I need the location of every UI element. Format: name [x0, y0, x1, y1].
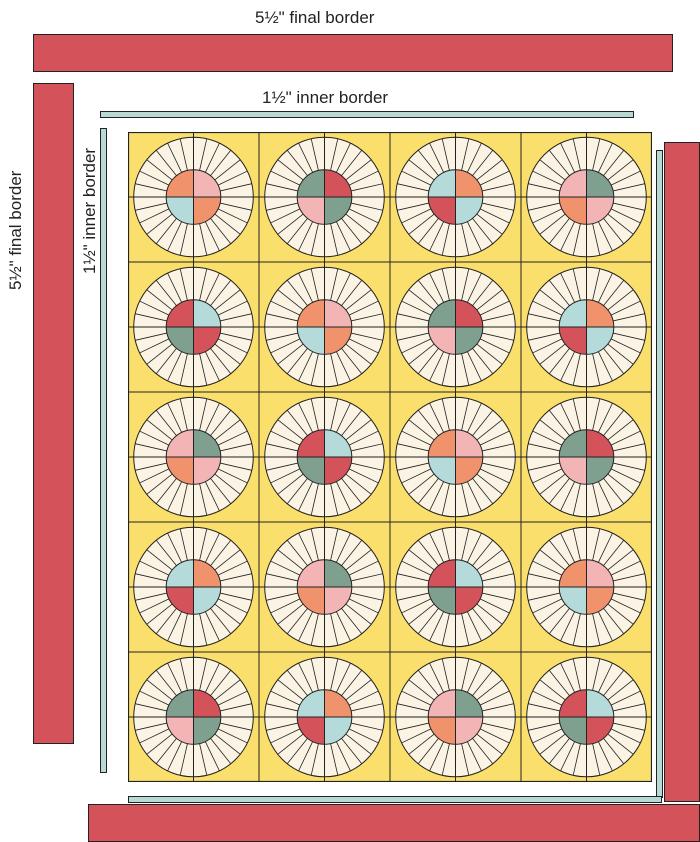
- quilt-block: [258, 586, 325, 653]
- quilt-block: [586, 261, 652, 328]
- quilt-block: [389, 326, 456, 393]
- top-final-border-label: 5½" final border: [255, 8, 375, 27]
- quilt-block: [258, 326, 325, 393]
- quilt-block: [586, 521, 652, 588]
- quilt-block: [586, 132, 652, 198]
- right-final-border-strip: [664, 142, 700, 802]
- quilt-block: [324, 586, 391, 653]
- quilt-block: [193, 326, 260, 393]
- quilt-block: [520, 651, 587, 718]
- quilt-block: [520, 196, 587, 263]
- quilt-block: [455, 196, 522, 263]
- top-inner-border-strip: [100, 111, 634, 118]
- quilt-block: [128, 196, 194, 263]
- quilt-block: [193, 586, 260, 653]
- quilt-outline: [128, 132, 652, 782]
- quilt-block: [258, 132, 325, 198]
- quilt-block: [258, 456, 325, 523]
- quilt-block: [324, 456, 391, 523]
- quilt-block: [258, 261, 325, 328]
- quilt-block: [128, 651, 194, 718]
- quilt-block: [586, 196, 652, 263]
- quilt-block: [389, 456, 456, 523]
- quilt-block: [520, 521, 587, 588]
- quilt-block: [520, 326, 587, 393]
- quilt-block: [455, 651, 522, 718]
- quilt-block: [455, 261, 522, 328]
- top-inner-border-label: 1½" inner border: [262, 88, 389, 107]
- quilt-block: [324, 391, 391, 458]
- quilt-block: [389, 261, 456, 328]
- quilt-block: [128, 456, 194, 523]
- quilt-block: [455, 456, 522, 523]
- quilt-block: [520, 391, 587, 458]
- quilt-block: [389, 716, 456, 782]
- quilt-block: [193, 521, 260, 588]
- quilt-block: [193, 132, 260, 198]
- quilt-block: [128, 391, 194, 458]
- quilt-block: [258, 391, 325, 458]
- quilt-block: [389, 521, 456, 588]
- quilt-block: [455, 391, 522, 458]
- quilt-block: [324, 132, 391, 198]
- quilt-block: [324, 716, 391, 782]
- quilt-block: [586, 586, 652, 653]
- quilt-block: [520, 716, 587, 782]
- quilt-block: [128, 326, 194, 393]
- quilt-block: [520, 456, 587, 523]
- quilt-block: [389, 586, 456, 653]
- quilt-block: [586, 716, 652, 782]
- quilt-block: [193, 716, 260, 782]
- left-inner-border-label: 1½" inner border: [80, 147, 99, 274]
- quilt-block: [520, 132, 587, 198]
- quilt-block: [258, 651, 325, 718]
- quilt-block: [258, 716, 325, 782]
- quilt-block: [193, 651, 260, 718]
- left-final-border-strip: [33, 83, 74, 744]
- left-final-border-label: 5½" final border: [6, 170, 25, 290]
- quilt-block: [586, 326, 652, 393]
- quilt-block: [520, 586, 587, 653]
- quilt-block: [324, 326, 391, 393]
- quilt-block: [586, 456, 652, 523]
- quilt-block: [193, 261, 260, 328]
- quilt-block: [324, 196, 391, 263]
- right-inner-border-strip: [656, 150, 663, 798]
- quilt-block: [520, 261, 587, 328]
- quilt-block: [586, 391, 652, 458]
- quilt-block: [455, 132, 522, 198]
- quilt-block: [389, 196, 456, 263]
- quilt-center: [128, 132, 652, 782]
- quilt-block: [193, 391, 260, 458]
- quilt-block: [324, 651, 391, 718]
- bottom-final-border-strip: [88, 804, 700, 842]
- quilt-block: [128, 521, 194, 588]
- quilt-block: [455, 716, 522, 782]
- quilt-block: [128, 716, 194, 782]
- quilt-block: [128, 261, 194, 328]
- top-final-border-strip: [33, 34, 673, 72]
- quilt-block: [586, 651, 652, 718]
- quilt-block: [389, 651, 456, 718]
- quilt-block: [455, 326, 522, 393]
- quilt-block: [324, 521, 391, 588]
- quilt-block: [455, 586, 522, 653]
- quilt-block: [258, 521, 325, 588]
- quilt-block: [193, 196, 260, 263]
- quilt-block: [324, 261, 391, 328]
- quilt-block: [389, 391, 456, 458]
- quilt-block: [128, 132, 194, 198]
- left-inner-border-strip: [100, 128, 107, 773]
- quilt-block: [128, 586, 194, 653]
- quilt-block: [258, 196, 325, 263]
- quilt-block: [193, 456, 260, 523]
- quilt-block: [389, 132, 456, 198]
- quilt-block: [455, 521, 522, 588]
- bottom-inner-border-strip: [128, 796, 662, 803]
